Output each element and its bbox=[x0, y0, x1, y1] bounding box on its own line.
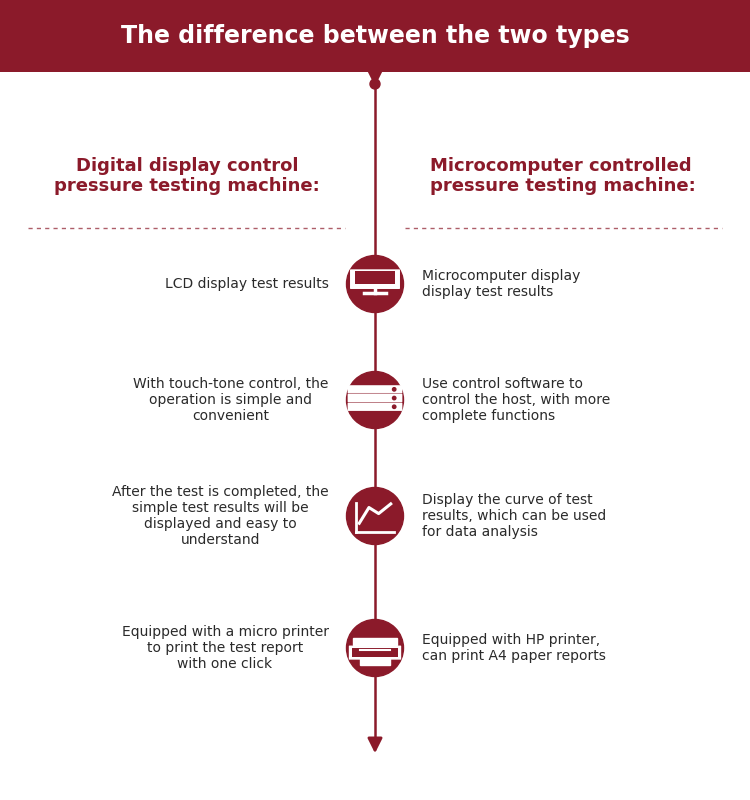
Text: LCD display test results: LCD display test results bbox=[165, 277, 328, 291]
Text: Use control software to
control the host, with more
complete functions: Use control software to control the host… bbox=[422, 377, 610, 423]
Circle shape bbox=[346, 255, 404, 313]
Text: Display the curve of test
results, which can be used
for data analysis: Display the curve of test results, which… bbox=[422, 493, 606, 539]
Text: Microcomputer display
display test results: Microcomputer display display test resul… bbox=[422, 269, 580, 299]
FancyBboxPatch shape bbox=[348, 394, 402, 402]
FancyBboxPatch shape bbox=[353, 638, 397, 645]
Circle shape bbox=[346, 619, 404, 677]
Text: Equipped with a micro printer
to print the test report
with one click: Equipped with a micro printer to print t… bbox=[122, 625, 328, 671]
Text: Equipped with HP printer,
can print A4 paper reports: Equipped with HP printer, can print A4 p… bbox=[422, 633, 605, 663]
Text: After the test is completed, the
simple test results will be
displayed and easy : After the test is completed, the simple … bbox=[112, 485, 328, 547]
Text: Microcomputer controlled
pressure testing machine:: Microcomputer controlled pressure testin… bbox=[430, 157, 696, 195]
FancyBboxPatch shape bbox=[360, 658, 390, 665]
Text: With touch-tone control, the
operation is simple and
convenient: With touch-tone control, the operation i… bbox=[134, 377, 328, 423]
Text: The difference between the two types: The difference between the two types bbox=[121, 24, 629, 48]
FancyBboxPatch shape bbox=[0, 0, 750, 72]
FancyBboxPatch shape bbox=[356, 271, 395, 284]
FancyBboxPatch shape bbox=[348, 403, 402, 410]
FancyBboxPatch shape bbox=[348, 386, 402, 393]
Circle shape bbox=[392, 396, 396, 400]
FancyBboxPatch shape bbox=[350, 646, 400, 659]
Circle shape bbox=[370, 79, 380, 89]
Circle shape bbox=[346, 371, 404, 429]
FancyBboxPatch shape bbox=[352, 648, 398, 657]
Text: Digital display control
pressure testing machine:: Digital display control pressure testing… bbox=[54, 157, 320, 195]
Circle shape bbox=[392, 405, 396, 409]
Circle shape bbox=[346, 487, 404, 545]
FancyBboxPatch shape bbox=[351, 270, 399, 288]
Circle shape bbox=[392, 388, 396, 391]
